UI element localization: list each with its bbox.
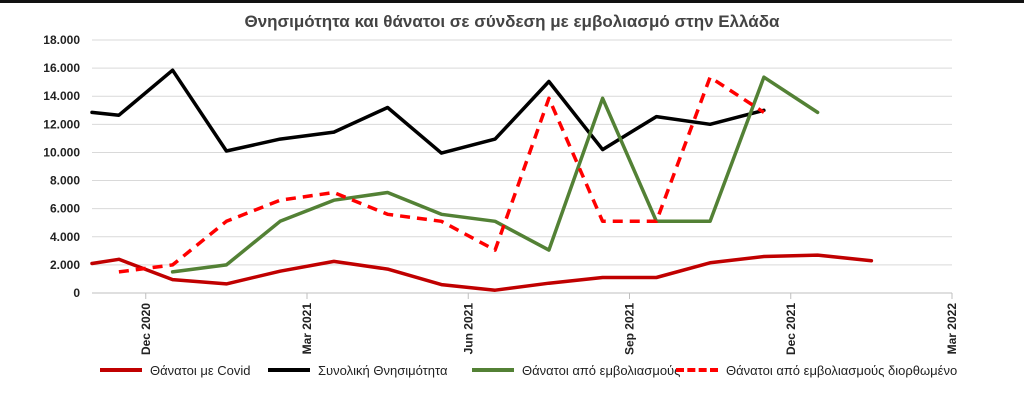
legend-swatch [472, 368, 514, 372]
top-border [0, 0, 1024, 3]
chart-title: Θνησιμότητα και θάνατοι σε σύνδεση με εμ… [244, 12, 780, 31]
legend-label: Θάνατοι με Covid [150, 362, 251, 378]
series-line-4 [118, 75, 765, 274]
y-tick-label: 16.000 [43, 61, 80, 75]
y-tick-label: 12.000 [43, 117, 80, 131]
y-tick-label: 18.000 [43, 33, 80, 47]
legend-item: Θάνατοι με Covid [100, 358, 250, 382]
y-tick-label: 2.000 [50, 258, 80, 272]
legend: Θάνατοι με Covid Συνολική Θνησιμότητα Θάνα… [0, 358, 1024, 382]
series-line-2 [90, 68, 766, 155]
legend-item: Θάνατοι από εμβολιασμούς διορθωμένο [676, 358, 957, 382]
y-tick-label: 8.000 [50, 174, 80, 188]
y-axis: 0 2.000 4.000 6.000 8.000 10.000 12.000 14.000 1… [43, 33, 80, 300]
y-tick-label: 6.000 [50, 202, 80, 216]
legend-label: Θάνατοι από εμβολιασμούς διορθωμένο [726, 362, 958, 378]
legend-swatch [676, 368, 718, 372]
legend-item: Θάνατοι από εμβολιασμούς [472, 358, 680, 382]
x-tick-label: Dec 2021 [784, 303, 798, 355]
legend-label: Συνολική Θνησιμότητα [318, 362, 448, 378]
y-tick-label: 14.000 [43, 89, 80, 103]
series-line-3 [170, 75, 820, 274]
y-tick-label: 0 [73, 286, 80, 300]
series-line-1 [90, 253, 874, 292]
x-tick-label: Sep 2021 [623, 303, 637, 355]
x-tick-label: Mar 2021 [300, 303, 314, 355]
legend-label: Θάνατοι από εμβολιασμούς [522, 362, 681, 378]
x-tick-label: Dec 2020 [139, 303, 153, 355]
x-tick-label: Mar 2022 [945, 303, 959, 355]
legend-item: Συνολική Θνησιμότητα [268, 358, 447, 382]
x-tick-label: Jun 2021 [461, 303, 475, 355]
legend-swatch [268, 368, 310, 372]
legend-swatch [100, 368, 142, 372]
y-tick-label: 10.000 [43, 145, 80, 159]
x-axis: Dec 2020 Mar 2021 Jun 2021 Sep 2021 Dec 2021… [139, 293, 959, 355]
y-tick-label: 4.000 [50, 230, 80, 244]
series-lines [90, 68, 874, 292]
